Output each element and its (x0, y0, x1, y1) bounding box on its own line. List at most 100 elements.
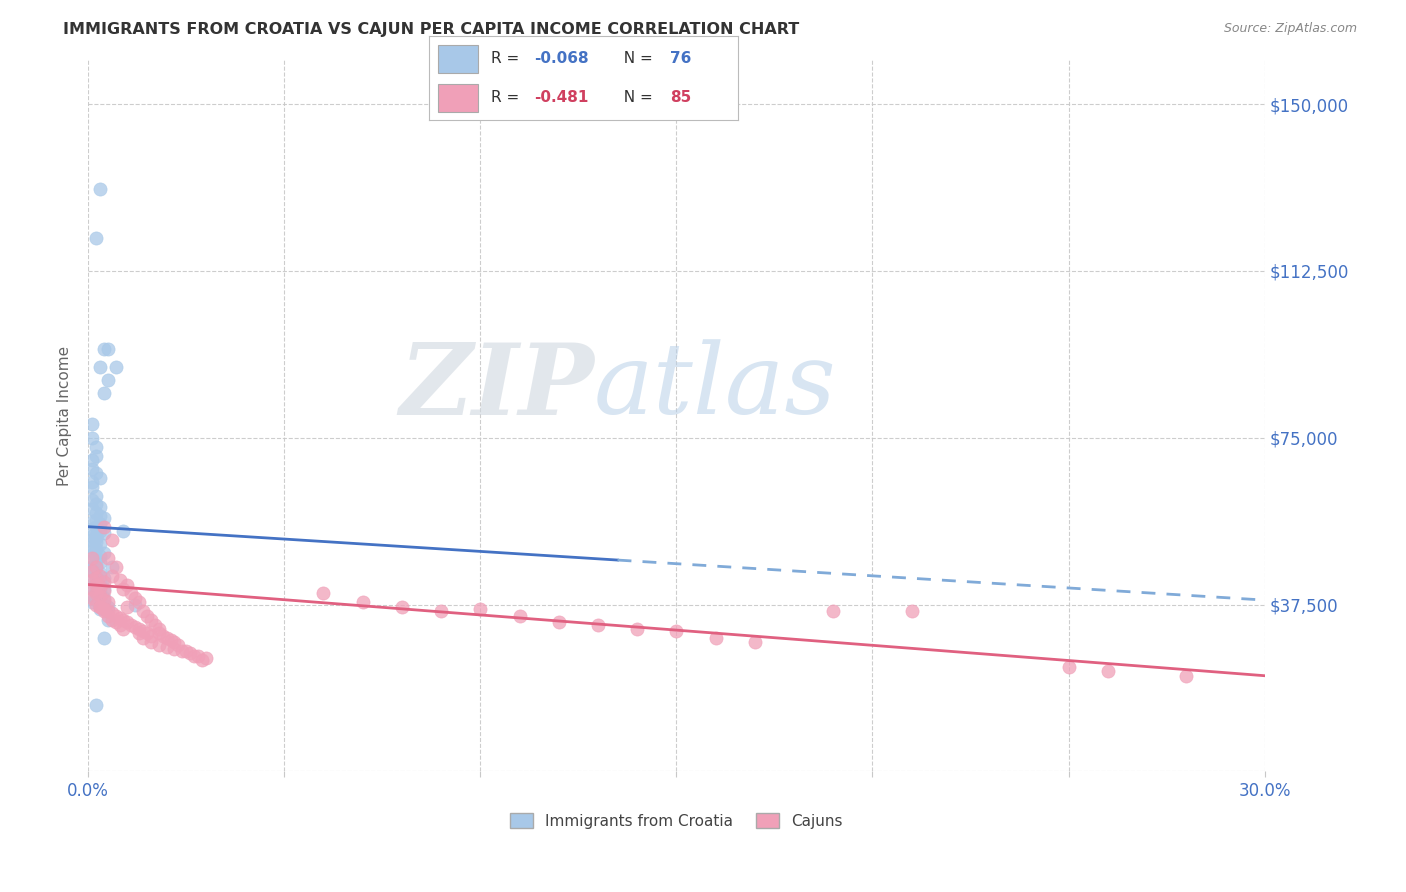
Point (84, 230, 107, 244)
Point (80, 589, 103, 603)
Point (93, 591, 115, 605)
Point (139, 613, 162, 627)
Point (124, 591, 146, 605)
Point (80, 493, 103, 508)
Point (84, 506, 107, 520)
Point (84, 698, 107, 712)
Point (665, 624, 688, 639)
Point (194, 651, 217, 665)
Text: R =: R = (491, 89, 524, 104)
Point (391, 599, 413, 614)
Point (155, 640, 177, 654)
Point (80, 580, 103, 594)
Point (84, 489, 107, 503)
Point (93, 546, 115, 560)
Point (84, 558, 107, 572)
Point (89, 471, 111, 485)
Point (80, 595, 103, 609)
Point (104, 608, 127, 623)
Point (586, 617, 609, 632)
Point (84, 577, 107, 591)
Text: Source: ZipAtlas.com: Source: ZipAtlas.com (1223, 22, 1357, 36)
Point (120, 586, 142, 600)
Point (89, 602, 111, 616)
Point (148, 638, 170, 652)
Point (80, 475, 103, 490)
Point (823, 604, 845, 618)
Point (128, 622, 150, 636)
Point (84, 528, 107, 542)
Point (704, 631, 727, 645)
Point (80, 431, 103, 445)
Text: -0.481: -0.481 (534, 89, 588, 104)
Point (139, 629, 162, 643)
Point (167, 638, 190, 652)
Point (84, 598, 107, 612)
Point (104, 559, 127, 574)
Point (97, 373, 120, 387)
Point (84, 440, 107, 454)
Text: N =: N = (614, 89, 658, 104)
Point (89, 580, 111, 594)
Point (900, 604, 922, 618)
Point (97, 342, 120, 356)
Point (89, 181, 111, 195)
Point (89, 584, 111, 599)
Point (80, 480, 103, 494)
Point (112, 582, 135, 596)
Point (93, 342, 115, 356)
Text: -0.068: -0.068 (534, 52, 589, 67)
Point (547, 615, 569, 630)
Point (93, 598, 115, 612)
Point (148, 622, 170, 636)
Point (93, 593, 115, 607)
Point (93, 602, 115, 616)
Point (172, 644, 194, 658)
Point (159, 633, 181, 648)
Point (100, 533, 122, 547)
Point (124, 620, 146, 634)
Point (1057, 660, 1080, 674)
Point (100, 607, 122, 621)
Point (470, 602, 492, 616)
Point (89, 591, 111, 605)
Point (84, 593, 107, 607)
Point (97, 608, 120, 623)
Point (124, 598, 146, 612)
Point (84, 541, 107, 556)
Point (187, 648, 209, 663)
Point (136, 608, 159, 623)
Point (93, 526, 115, 541)
Point (508, 608, 530, 623)
Point (97, 599, 120, 614)
Point (80, 453, 103, 467)
Point (1175, 669, 1198, 683)
Point (80, 564, 103, 578)
Point (84, 571, 107, 585)
FancyBboxPatch shape (439, 45, 478, 73)
Point (93, 582, 115, 596)
Point (89, 555, 111, 569)
Text: 85: 85 (671, 89, 692, 104)
Point (179, 647, 201, 661)
Point (89, 500, 111, 514)
Point (80, 573, 103, 587)
Point (117, 615, 139, 630)
Point (117, 577, 139, 591)
Point (108, 617, 131, 632)
Point (100, 559, 122, 574)
Point (80, 550, 103, 565)
Point (84, 586, 107, 600)
Point (97, 613, 120, 627)
Point (80, 544, 103, 558)
Point (84, 467, 107, 481)
Point (84, 562, 107, 576)
Point (174, 644, 197, 658)
Point (132, 631, 155, 645)
Point (132, 604, 155, 618)
Point (89, 524, 111, 538)
Point (89, 568, 111, 582)
Point (84, 519, 107, 533)
Text: 76: 76 (671, 52, 692, 67)
Point (117, 599, 139, 614)
